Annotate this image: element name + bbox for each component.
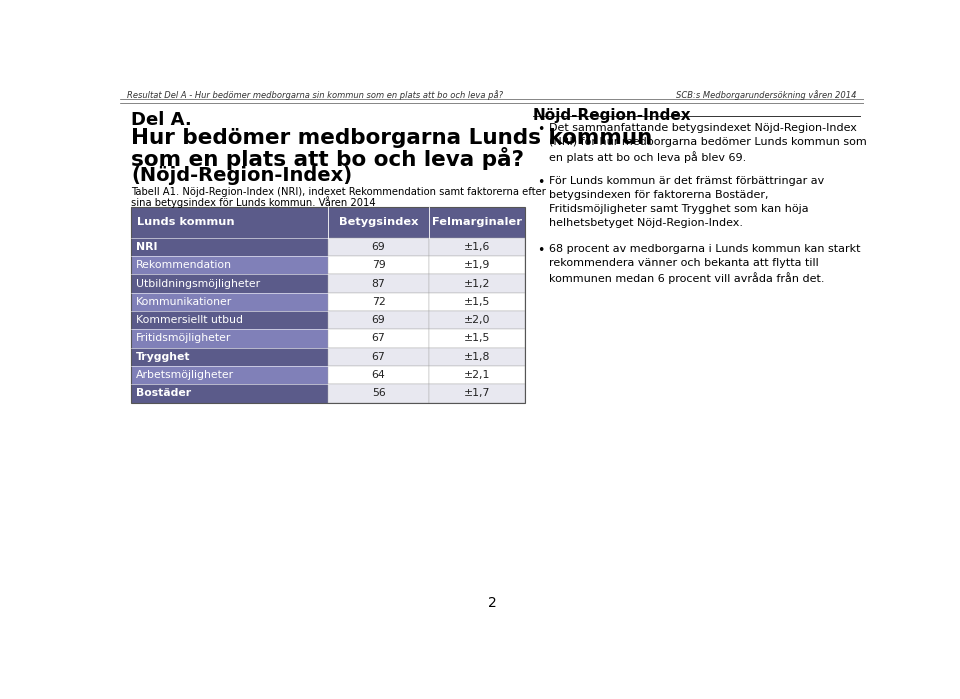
Text: sina betygsindex för Lunds kommun. Våren 2014: sina betygsindex för Lunds kommun. Våren… xyxy=(132,196,375,208)
Text: kommunen medan 6 procent vill avråda från det.: kommunen medan 6 procent vill avråda frå… xyxy=(549,272,825,284)
Text: ±1,7: ±1,7 xyxy=(464,389,491,398)
Bar xyxy=(328,275,429,293)
Bar xyxy=(429,275,525,293)
Text: Kommersiellt utbud: Kommersiellt utbud xyxy=(136,315,244,325)
Text: rekommendera vänner och bekanta att flytta till: rekommendera vänner och bekanta att flyt… xyxy=(549,258,819,268)
Text: ±1,5: ±1,5 xyxy=(464,297,491,307)
Bar xyxy=(132,207,525,238)
Text: Rekommendation: Rekommendation xyxy=(136,260,232,271)
Bar xyxy=(132,256,328,275)
Text: ±1,9: ±1,9 xyxy=(464,260,491,271)
Text: (NRI) för hur medborgarna bedömer Lunds kommun som: (NRI) för hur medborgarna bedömer Lunds … xyxy=(549,136,867,147)
Text: ±1,6: ±1,6 xyxy=(464,242,491,252)
Bar xyxy=(429,329,525,347)
Text: 67: 67 xyxy=(372,352,386,362)
Text: •: • xyxy=(537,176,544,189)
Text: Det sammanfattande betygsindexet Nöjd-Region-Index: Det sammanfattande betygsindexet Nöjd-Re… xyxy=(549,122,857,133)
Bar xyxy=(429,311,525,329)
Text: NRI: NRI xyxy=(136,242,157,252)
Text: Utbildningsmöjligheter: Utbildningsmöjligheter xyxy=(136,279,260,289)
Bar xyxy=(429,238,525,256)
Text: Bostäder: Bostäder xyxy=(136,389,191,398)
Text: (Nöjd-Region-Index): (Nöjd-Region-Index) xyxy=(132,166,352,185)
Bar xyxy=(429,347,525,366)
Bar xyxy=(328,329,429,347)
Text: 2: 2 xyxy=(488,596,496,610)
Text: 79: 79 xyxy=(372,260,386,271)
Text: Fritidsmöjligheter samt Trygghet som kan höja: Fritidsmöjligheter samt Trygghet som kan… xyxy=(549,204,809,215)
Bar xyxy=(429,293,525,311)
Text: 72: 72 xyxy=(372,297,386,307)
Text: Resultat Del A - Hur bedömer medborgarna sin kommun som en plats att bo och leva: Resultat Del A - Hur bedömer medborgarna… xyxy=(128,90,504,101)
Text: som en plats att bo och leva på?: som en plats att bo och leva på? xyxy=(132,147,524,170)
Text: 68 procent av medborgarna i Lunds kommun kan starkt: 68 procent av medborgarna i Lunds kommun… xyxy=(549,244,861,254)
Bar xyxy=(328,366,429,384)
Text: betygsindexen för faktorerna Bostäder,: betygsindexen för faktorerna Bostäder, xyxy=(549,190,769,201)
Text: 56: 56 xyxy=(372,389,386,398)
Text: Arbetsmöjligheter: Arbetsmöjligheter xyxy=(136,370,234,380)
Text: Tabell A1. Nöjd-Region-Index (NRI), indexet Rekommendation samt faktorerna efter: Tabell A1. Nöjd-Region-Index (NRI), inde… xyxy=(132,187,546,197)
Text: ±2,0: ±2,0 xyxy=(464,315,491,325)
Text: helhetsbetyget Nöjd-Region-Index.: helhetsbetyget Nöjd-Region-Index. xyxy=(549,218,743,229)
Text: Nöjd-Region-Index: Nöjd-Region-Index xyxy=(533,108,691,123)
Bar xyxy=(132,293,328,311)
Text: Betygsindex: Betygsindex xyxy=(339,217,419,227)
Text: SCB:s Medborgarundersökning våren 2014: SCB:s Medborgarundersökning våren 2014 xyxy=(676,90,856,101)
Text: en plats att bo och leva på blev 69.: en plats att bo och leva på blev 69. xyxy=(549,150,747,163)
Text: ±1,5: ±1,5 xyxy=(464,333,491,343)
Text: 67: 67 xyxy=(372,333,386,343)
Bar xyxy=(132,329,328,347)
Bar xyxy=(132,366,328,384)
Bar xyxy=(328,256,429,275)
Text: 64: 64 xyxy=(372,370,386,380)
Bar xyxy=(328,384,429,403)
Bar xyxy=(132,384,328,403)
Text: •: • xyxy=(537,122,544,136)
Bar xyxy=(328,311,429,329)
Text: Felmarginaler: Felmarginaler xyxy=(432,217,522,227)
Bar xyxy=(132,311,328,329)
Bar xyxy=(328,347,429,366)
Bar xyxy=(132,238,328,256)
Text: Fritidsmöjligheter: Fritidsmöjligheter xyxy=(136,333,231,343)
Bar xyxy=(328,238,429,256)
Bar xyxy=(132,275,328,293)
Text: Trygghet: Trygghet xyxy=(136,352,191,362)
Text: 87: 87 xyxy=(372,279,386,289)
Text: Hur bedömer medborgarna Lunds kommun: Hur bedömer medborgarna Lunds kommun xyxy=(132,128,653,148)
Text: ±1,8: ±1,8 xyxy=(464,352,491,362)
Text: Lunds kommun: Lunds kommun xyxy=(137,217,235,227)
Bar xyxy=(429,366,525,384)
Text: ±1,2: ±1,2 xyxy=(464,279,491,289)
Text: För Lunds kommun är det främst förbättringar av: För Lunds kommun är det främst förbättri… xyxy=(549,176,825,187)
Bar xyxy=(328,293,429,311)
Bar xyxy=(429,384,525,403)
Bar xyxy=(132,347,328,366)
Text: •: • xyxy=(537,244,544,257)
Text: Kommunikationer: Kommunikationer xyxy=(136,297,232,307)
Text: Del A.: Del A. xyxy=(132,111,192,129)
Text: 69: 69 xyxy=(372,315,386,325)
Bar xyxy=(132,207,525,403)
Bar xyxy=(429,256,525,275)
Text: ±2,1: ±2,1 xyxy=(464,370,491,380)
Text: 69: 69 xyxy=(372,242,386,252)
